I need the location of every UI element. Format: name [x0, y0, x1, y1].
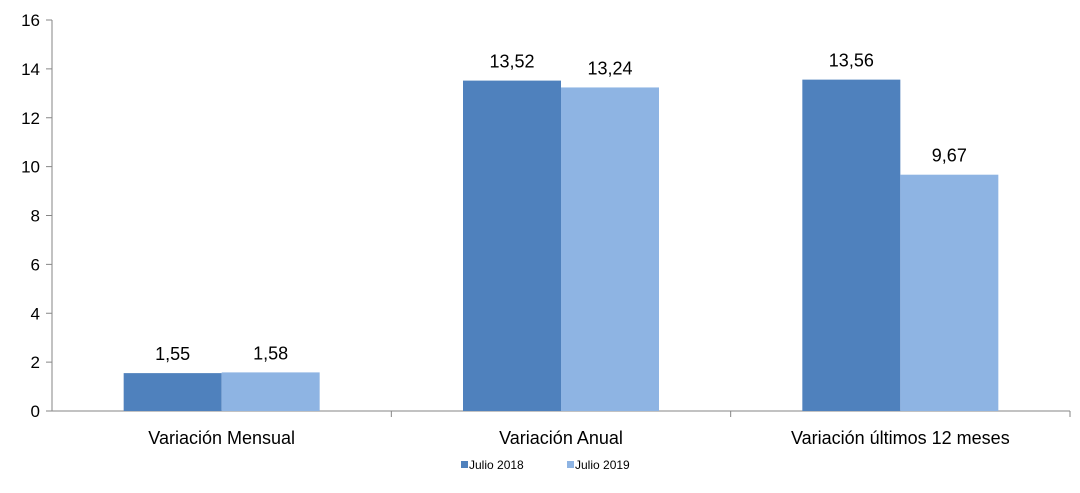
bar: [802, 79, 901, 411]
y-tick-label: 14: [21, 60, 40, 79]
legend-swatch: [567, 461, 574, 468]
legend-swatch: [461, 461, 468, 468]
bar: [123, 373, 222, 411]
legend-label: Julio 2018: [469, 458, 524, 472]
data-label: 13,52: [489, 52, 534, 72]
data-label: 13,56: [829, 51, 874, 71]
data-label: 1,58: [253, 343, 288, 363]
x-category-label: Variación últimos 12 meses: [791, 428, 1010, 448]
y-tick-label: 16: [21, 11, 40, 30]
y-tick-label: 4: [31, 304, 40, 323]
data-label: 13,24: [587, 58, 632, 78]
legend: Julio 2018 Julio 2019: [461, 458, 630, 472]
y-tick-label: 8: [31, 207, 40, 226]
data-labels: 1,55 1,58 13,52 13,24 13,56 9,67: [155, 51, 967, 364]
y-tick-label: 10: [21, 158, 40, 177]
bars: [123, 79, 999, 411]
bar: [221, 372, 320, 411]
y-tick-label: 6: [31, 255, 40, 274]
y-tick-label: 12: [21, 109, 40, 128]
bar: [900, 174, 999, 411]
x-category-label: Variación Mensual: [148, 428, 295, 448]
axes: 0 2 4 6 8 10 12 14 16 Variación Mensual Variación …: [21, 11, 1071, 448]
legend-label: Julio 2019: [575, 458, 630, 472]
x-category-label: Variación Anual: [499, 428, 623, 448]
bar: [463, 80, 561, 411]
y-tick-label: 2: [31, 353, 40, 372]
bar: [561, 87, 659, 411]
data-label: 1,55: [155, 344, 190, 364]
data-label: 9,67: [932, 146, 967, 166]
y-tick-label: 0: [31, 402, 40, 421]
